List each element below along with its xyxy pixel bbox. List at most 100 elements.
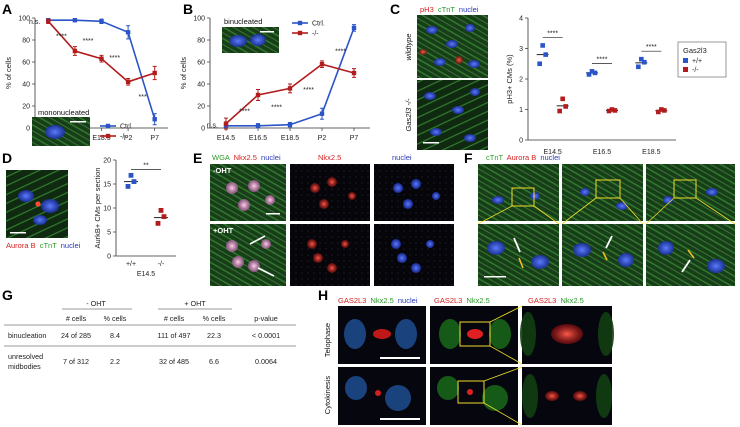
legend-marker <box>297 20 303 26</box>
y-tick-label: 40 <box>22 82 30 89</box>
header-nkx: Nkx2.5 <box>466 296 489 305</box>
y-tick-label: 1 <box>519 107 523 114</box>
h-telophase-zoom <box>520 306 614 364</box>
arrow-icon <box>605 235 613 249</box>
significance-label: n.s. <box>207 123 218 130</box>
data-point <box>557 108 562 114</box>
panel-e-header-nkx: Nkx2.5 <box>318 153 341 162</box>
panel-e-header-merge: WGA Nkx2.5 nuclei <box>212 153 281 162</box>
data-point <box>589 69 595 74</box>
knockout-micrograph <box>417 80 488 150</box>
arrow-icon <box>513 237 521 253</box>
data-point <box>46 19 51 24</box>
panel-d-image-caption: Aurora B cTnT nuclei <box>6 241 81 250</box>
h-telophase-merge <box>338 306 426 364</box>
y-tick-label: 0 <box>519 138 523 145</box>
x-tick-label: E18.5 <box>281 135 299 142</box>
data-point <box>560 96 565 102</box>
significance-label: **** <box>109 55 120 62</box>
data-point <box>72 18 78 23</box>
panel-c-image-title: pH3 cTnT nuclei <box>420 5 479 14</box>
y-tick-label: 20 <box>197 104 205 111</box>
y-tick-label: 15 <box>103 182 111 189</box>
data-point <box>152 70 157 76</box>
wildtype-micrograph <box>417 15 488 78</box>
header-gas2l3: GAS2L3 <box>528 296 556 305</box>
data-point <box>609 107 615 112</box>
x-tick-label: P7 <box>150 135 159 142</box>
legend-label: -/- <box>312 31 319 38</box>
y-axis-label: % of cells <box>179 57 188 89</box>
data-point <box>72 48 78 54</box>
arrow-icon <box>681 259 691 273</box>
panel-a-letter: A <box>2 1 12 17</box>
data-point <box>563 104 568 109</box>
y-axis-label: % of cells <box>4 57 13 89</box>
header-wga: WGA <box>212 153 230 162</box>
panel-f-header: cTnT Aurora B nuclei <box>486 153 560 162</box>
significance-label: n.s. <box>29 19 40 26</box>
data-point <box>612 108 618 113</box>
data-point <box>128 172 134 178</box>
panel-b-letter: B <box>183 1 193 17</box>
legend-marker <box>297 30 303 36</box>
table-cell: 22.3 <box>207 331 221 340</box>
data-point <box>287 122 293 127</box>
data-point <box>125 184 131 189</box>
data-point <box>99 56 104 61</box>
y-tick-label: 0 <box>107 254 111 261</box>
x-tick-label: E16.5 <box>593 149 611 156</box>
table-cell: 2.2 <box>110 357 120 366</box>
h-header-2: GAS2L3 Nkx2.5 <box>434 296 490 305</box>
group-label: E14.5 <box>137 271 155 278</box>
panel-e: E WGA Nkx2.5 nuclei Nkx2.5 nuclei <box>193 150 454 286</box>
data-point <box>540 43 545 48</box>
col-header-pct-2: % cells <box>203 314 226 323</box>
h-header-1: GAS2L3 Nkx2.5 nuclei <box>338 296 418 305</box>
data-point <box>155 220 161 226</box>
data-point <box>656 109 661 115</box>
zoom-box <box>595 179 621 199</box>
arrow-icon <box>257 267 275 277</box>
data-point <box>586 72 592 77</box>
chart-b: 0 20 40 60 80 100 E14.5 E16.5 E18.5 P2 P7 % of cell… <box>179 16 370 142</box>
row-label-plus-oht: +OHT <box>213 226 234 235</box>
row-label-telophase: Telophase <box>323 323 332 357</box>
legend-swatch-ko <box>683 67 688 72</box>
panel-b-inset-image: binucleated <box>222 17 279 53</box>
inset-label-mononucleated: mononucleated <box>38 108 89 117</box>
nucleus-blob <box>250 34 266 46</box>
e-nkx-untreated <box>290 164 370 221</box>
caption-nuclei: nuclei <box>61 241 81 250</box>
significance-label: **** <box>56 34 67 41</box>
legend-marker <box>105 133 111 139</box>
y-tick-label: 80 <box>197 38 205 45</box>
y-tick-label: 2 <box>519 77 523 84</box>
legend-label: Ctrl. <box>120 124 133 131</box>
data-point <box>255 123 261 128</box>
significance-label: ** <box>143 163 149 170</box>
data-point <box>158 208 164 213</box>
legend-swatch-wt <box>683 58 688 63</box>
data-point <box>319 111 325 116</box>
panel-g: G - OHT + OHT # cells % cells # cells % … <box>2 287 296 371</box>
header-nkx: Nkx2.5 <box>560 296 583 305</box>
row-label: midbodies <box>8 362 41 371</box>
x-tick-label: -/- <box>158 261 165 268</box>
header-nuclei: nuclei <box>398 296 418 305</box>
significance-label: *** <box>139 94 147 101</box>
data-point <box>319 62 325 67</box>
row-label: binucleation <box>8 331 46 340</box>
data-point <box>152 117 157 122</box>
table-cell: 6.6 <box>209 357 219 366</box>
panel-c: C pH3 cTnT nuclei wildtype Gas2l3 -/- <box>390 1 727 156</box>
scale-bar <box>423 142 439 144</box>
x-tick-label: P2 <box>124 135 133 142</box>
table-cell: 111 of 497 <box>158 331 191 340</box>
chart-c: 0 1 2 3 4 pH3+ CMs (%) E14.5 **** E16.5 **** E18.5… <box>505 16 676 156</box>
panel-g-letter: G <box>2 287 13 303</box>
significance-label: **** <box>597 56 608 63</box>
significance-label: **** <box>271 105 282 112</box>
data-point <box>537 61 542 67</box>
table-cell: 7 of 312 <box>63 357 89 366</box>
